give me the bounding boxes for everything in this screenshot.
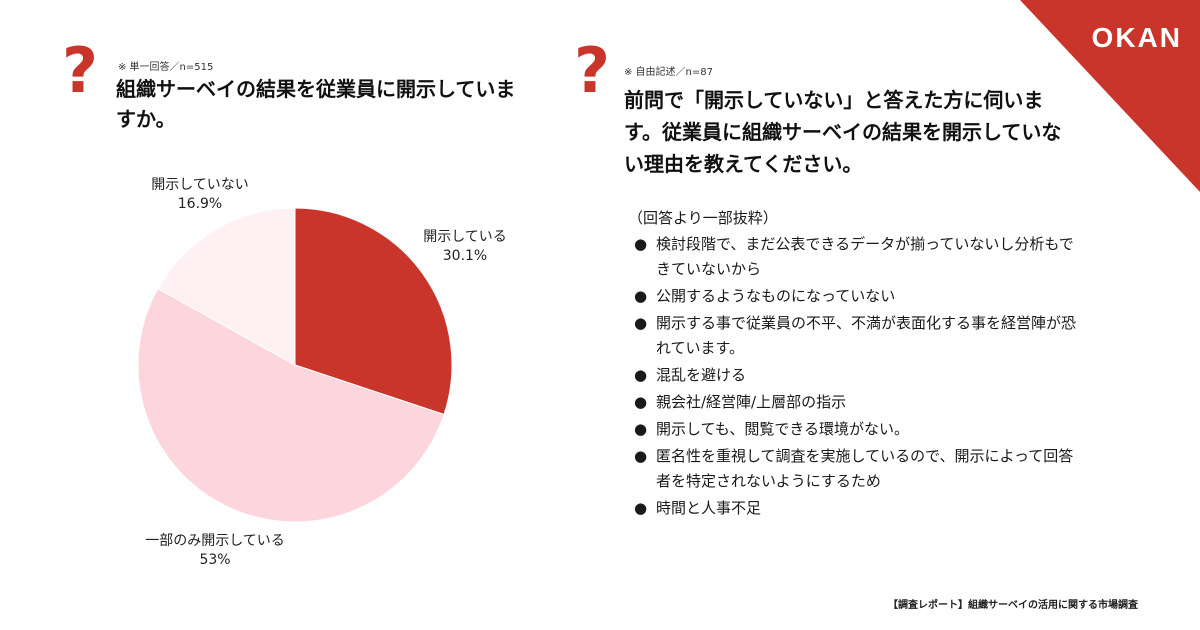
answer-item: ● 検討段階で、まだ公表できるデータが揃っていないし分析もできていないから: [628, 232, 1088, 282]
bullet-icon: ●: [634, 393, 648, 411]
answer-item: ● 時間と人事不足: [628, 496, 1088, 521]
right-sample-note: ※ 自由記述／n=87: [624, 67, 713, 78]
pie-slice-disclosed: [294, 207, 453, 416]
bullet-icon: ●: [634, 447, 648, 465]
pie-label-not-disclosed: 開示していない 16.9%: [110, 176, 290, 214]
answers-list: ● 検討段階で、まだ公表できるデータが揃っていないし分析もできていないから ● 公開…: [628, 232, 1088, 521]
answer-item: ● 匿名性を重視して調査を実施しているので、開示によって回答者を特定されないように…: [628, 444, 1088, 494]
question-mark-icon: ?: [574, 34, 610, 107]
bullet-icon: ●: [634, 420, 648, 438]
pie-label-partial-value: 53%: [199, 552, 231, 568]
answer-item: ● 開示する事で従業員の不平、不満が表面化する事を経営陣が恐れています。: [628, 311, 1088, 361]
bullet-icon: ●: [634, 235, 648, 253]
bullet-icon: ●: [634, 314, 648, 332]
question-mark-icon: ?: [62, 34, 98, 107]
pie-label-not-disclosed-name: 開示していない: [151, 177, 249, 193]
right-question-title: 前問で「開示していない」と答えた方に伺います。従業員に組織サーベイの結果を開示し…: [624, 88, 1062, 176]
corner-triangle: [1020, 0, 1200, 192]
pie-label-disclosed-name: 開示している: [423, 229, 507, 245]
pie-label-partial-name: 一部のみ開示している: [145, 533, 285, 549]
answers-heading: （回答より一部抜粋）: [628, 209, 778, 227]
pie-label-disclosed-value: 30.1%: [442, 248, 488, 264]
footer-title: 【調査レポート】組織サーベイの活用に関する市場調査: [888, 600, 1138, 611]
pie-chart: [137, 207, 453, 523]
answer-text: 親会社/経営陣/上層部の指示: [656, 393, 847, 411]
answer-text: 開示する事で従業員の不平、不満が表面化する事を経営陣が恐れています。: [656, 314, 1077, 357]
bullet-icon: ●: [634, 499, 648, 517]
left-sample-note: ※ 単一回答／n=515: [118, 62, 214, 73]
answers-block: （回答より一部抜粋） ● 検討段階で、まだ公表できるデータが揃っていないし分析もで…: [628, 206, 1088, 523]
bullet-icon: ●: [634, 366, 648, 384]
answer-text: 匿名性を重視して調査を実施しているので、開示によって回答者を特定されないようにす…: [656, 447, 1074, 490]
pie-slice-partial: [137, 287, 445, 523]
answer-item: ● 公開するようなものになっていない: [628, 284, 1088, 309]
bullet-icon: ●: [634, 287, 648, 305]
answer-item: ● 混乱を避ける: [628, 363, 1088, 388]
answer-text: 時間と人事不足: [656, 499, 762, 517]
okan-logo: OKAN: [1091, 22, 1182, 53]
left-question-title: 組織サーベイの結果を従業員に開示していますか。: [116, 77, 516, 131]
answer-text: 開示しても、閲覧できる環境がない。: [656, 420, 910, 438]
pie-label-partial: 一部のみ開示している 53%: [120, 532, 310, 570]
pie-label-not-disclosed-value: 16.9%: [177, 196, 223, 212]
pie-slice-not-disclosed: [157, 207, 296, 366]
answer-text: 検討段階で、まだ公表できるデータが揃っていないし分析もできていないから: [656, 235, 1074, 278]
answer-text: 混乱を避ける: [656, 366, 747, 384]
answer-item: ● 開示しても、閲覧できる環境がない。: [628, 417, 1088, 442]
answer-text: 公開するようなものになっていない: [656, 287, 896, 305]
answer-item: ● 親会社/経営陣/上層部の指示: [628, 390, 1088, 415]
pie-label-disclosed: 開示している 30.1%: [400, 228, 530, 266]
